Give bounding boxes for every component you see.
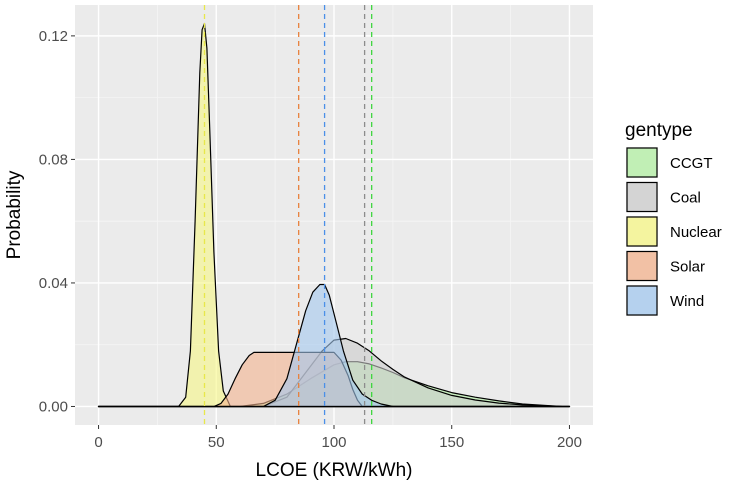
y-tick-label: 0.12: [39, 28, 68, 45]
x-tick-label: 150: [439, 434, 464, 451]
y-axis-title: Probability: [4, 170, 25, 259]
y-tick-label: 0.08: [39, 151, 68, 168]
legend-title: gentype: [625, 120, 693, 141]
density-areas: [97, 22, 571, 408]
y-tick-label: 0.04: [39, 275, 68, 292]
legend-swatch-solar: [626, 250, 658, 282]
legend-label-wind: Wind: [670, 293, 704, 310]
legend: gentype CCGT Coal Nuclear Solar Wind: [625, 120, 722, 316]
x-axis: 0 50 100 150 200: [94, 425, 582, 451]
x-axis-title: LCOE (KRW/kWh): [256, 460, 413, 481]
y-axis: 0.00 0.04 0.08 0.12: [39, 28, 75, 415]
legend-swatch-nuclear: [626, 216, 658, 247]
legend-swatch-ccgt: [626, 147, 658, 178]
x-tick-label: 200: [557, 434, 582, 451]
legend-label-nuclear: Nuclear: [670, 224, 722, 241]
legend-label-coal: Coal: [670, 190, 701, 207]
x-tick-label: 100: [321, 434, 346, 451]
legend-swatch-wind: [626, 285, 658, 316]
legend-swatch-coal: [626, 181, 658, 213]
x-tick-label: 50: [208, 434, 225, 451]
y-tick-label: 0.00: [39, 398, 68, 415]
legend-label-solar: Solar: [670, 259, 705, 276]
legend-items: CCGT Coal Nuclear Solar Wind: [626, 147, 722, 316]
legend-label-ccgt: CCGT: [670, 155, 713, 172]
density-wind: [97, 283, 571, 408]
mean-lines: [203, 5, 373, 425]
x-tick-label: 0: [94, 434, 102, 451]
